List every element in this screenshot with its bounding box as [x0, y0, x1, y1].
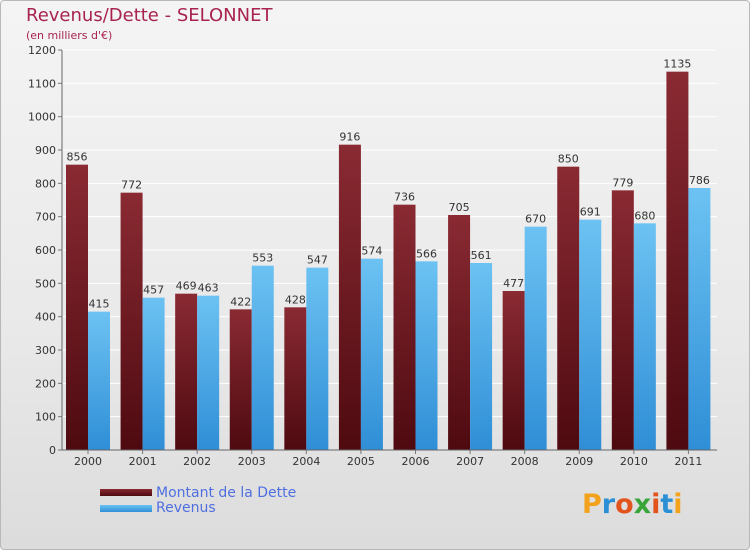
y-tick-label: 0 — [49, 444, 56, 457]
data-label-dette: 856 — [67, 151, 88, 164]
bar-dette — [502, 291, 525, 450]
x-tick-label: 2008 — [511, 455, 539, 468]
legend-label-revenus: Revenus — [156, 500, 216, 516]
bar-dette — [66, 164, 88, 450]
bar-revenus — [415, 261, 438, 450]
logo-letter: x — [633, 489, 652, 520]
y-tick-label: 800 — [35, 177, 56, 190]
x-tick-label: 2003 — [238, 455, 266, 468]
bar-dette — [557, 166, 580, 450]
logo-letter: i — [673, 489, 683, 520]
bar-dette — [393, 204, 416, 450]
data-label-dette: 850 — [558, 153, 579, 166]
data-label-revenus: 415 — [89, 298, 110, 311]
data-label-dette: 1135 — [663, 58, 691, 71]
data-label-revenus: 680 — [634, 209, 655, 222]
data-label-dette: 736 — [394, 191, 415, 204]
logo-letter: t — [660, 489, 674, 520]
x-tick-label: 2000 — [74, 455, 102, 468]
legend-swatch-revenus — [100, 505, 152, 512]
bar-dette — [448, 215, 471, 450]
data-label-revenus: 561 — [471, 249, 492, 262]
bar-dette — [284, 307, 307, 450]
y-tick-label: 100 — [35, 411, 56, 424]
chart-subtitle: (en milliers d'€) — [26, 29, 113, 42]
logo-letter: P — [582, 489, 602, 520]
bar-dette — [120, 192, 143, 450]
data-label-revenus: 786 — [689, 174, 710, 187]
bar-revenus — [470, 263, 493, 450]
legend-label-dette: Montant de la Dette — [156, 485, 297, 501]
bar-revenus — [688, 188, 711, 450]
logo-letter: o — [615, 489, 634, 520]
data-label-revenus: 691 — [580, 206, 601, 219]
y-tick-label: 400 — [35, 311, 56, 324]
bar-revenus — [306, 267, 329, 450]
chart-title: Revenus/Dette - SELONNET — [26, 5, 273, 26]
data-label-revenus: 547 — [307, 254, 328, 267]
legend-swatch-dette — [100, 489, 152, 496]
bar-revenus — [88, 311, 110, 450]
y-tick-label: 1100 — [28, 77, 56, 90]
x-tick-label: 2009 — [565, 455, 593, 468]
data-label-revenus: 566 — [416, 247, 437, 260]
data-label-dette: 422 — [230, 295, 251, 308]
data-label-revenus: 457 — [143, 284, 164, 297]
y-tick-label: 900 — [35, 144, 56, 157]
bar-revenus — [633, 223, 656, 450]
x-tick-label: 2006 — [402, 455, 430, 468]
data-label-dette: 916 — [339, 131, 360, 144]
data-label-revenus: 670 — [525, 213, 546, 226]
logo-letter: r — [601, 489, 616, 520]
bar-revenus — [524, 226, 547, 450]
y-tick-label: 1000 — [28, 111, 56, 124]
proxiti-logo: Proxiti — [582, 489, 683, 520]
bar-revenus — [579, 219, 602, 450]
logo-letter: i — [651, 489, 661, 520]
x-tick-label: 2005 — [347, 455, 375, 468]
bar-dette — [611, 190, 634, 451]
bar-dette — [666, 71, 689, 451]
data-label-revenus: 463 — [198, 282, 219, 295]
y-tick-label: 500 — [35, 277, 56, 290]
bar-revenus — [197, 295, 220, 450]
data-label-dette: 779 — [612, 176, 633, 189]
bar-revenus — [360, 258, 383, 450]
y-tick-label: 600 — [35, 244, 56, 257]
data-label-dette: 469 — [176, 280, 197, 293]
data-label-dette: 772 — [121, 179, 142, 192]
data-label-revenus: 553 — [252, 252, 273, 265]
y-tick-label: 700 — [35, 211, 56, 224]
x-tick-label: 2002 — [183, 455, 211, 468]
x-tick-label: 2001 — [129, 455, 157, 468]
bar-revenus — [142, 297, 165, 450]
bar-revenus — [251, 265, 274, 450]
y-tick-label: 200 — [35, 377, 56, 390]
bar-dette — [338, 144, 361, 450]
x-tick-label: 2004 — [292, 455, 320, 468]
x-tick-label: 2010 — [620, 455, 648, 468]
bar-dette — [229, 309, 252, 450]
data-label-revenus: 574 — [361, 245, 382, 258]
data-label-dette: 477 — [503, 277, 524, 290]
x-tick-label: 2011 — [674, 455, 702, 468]
y-tick-label: 1200 — [28, 44, 56, 57]
data-label-dette: 428 — [285, 293, 306, 306]
y-tick-label: 300 — [35, 344, 56, 357]
bar-dette — [175, 293, 198, 450]
data-label-dette: 705 — [449, 201, 470, 214]
x-tick-label: 2007 — [456, 455, 484, 468]
